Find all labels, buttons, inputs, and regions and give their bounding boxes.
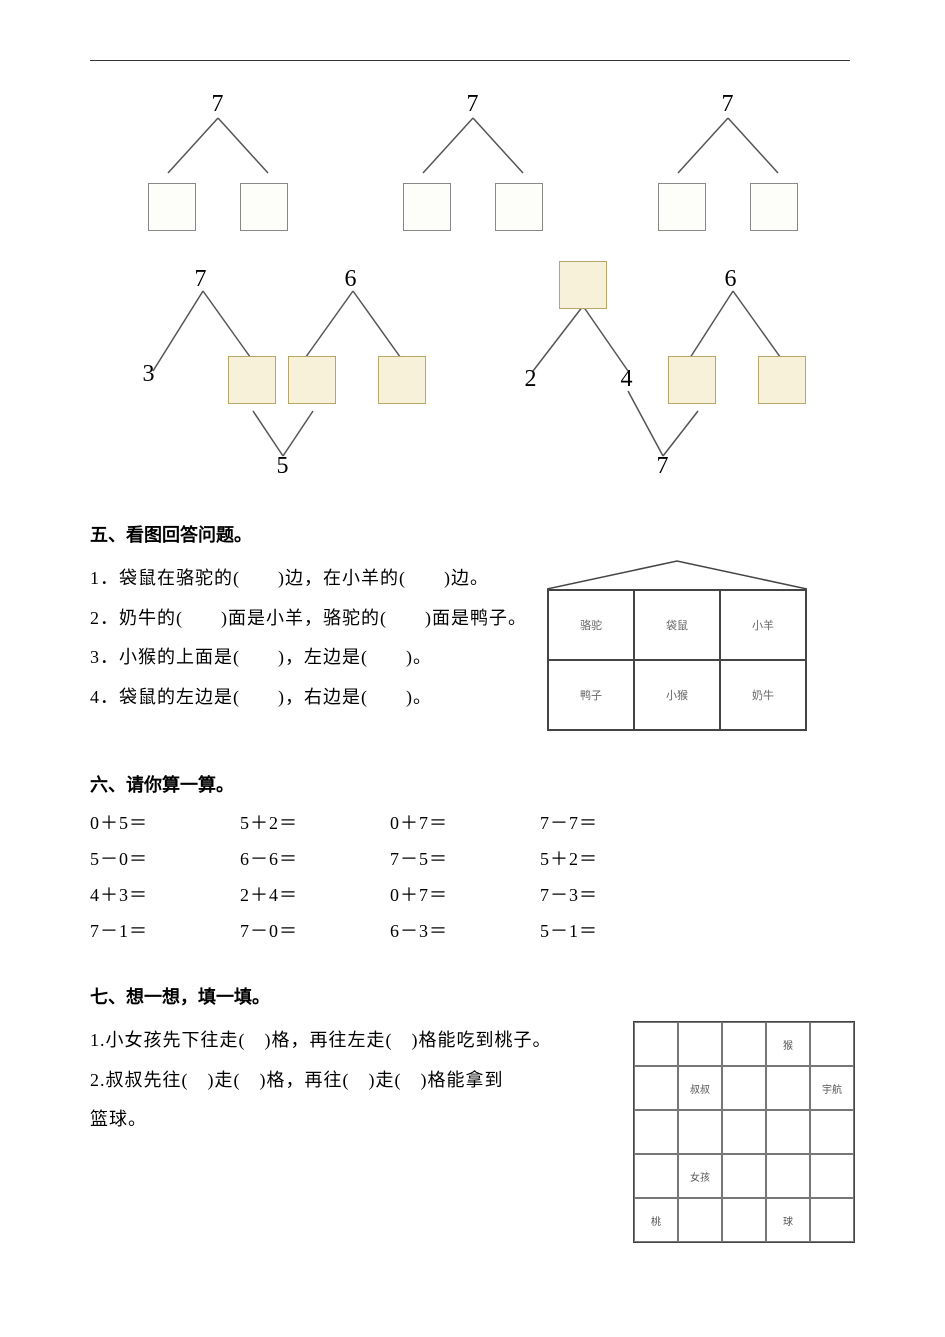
top-rule: [90, 60, 850, 61]
double-trees-row: 7 6 3 5 6 2 4 7: [90, 261, 855, 481]
trees-row-1: 7 7 7: [90, 91, 855, 231]
branch-lines: [658, 113, 798, 183]
house-cell-cow: 奶牛: [720, 660, 806, 730]
q-line: 4．袋鼠的左边是( )，右边是( )。: [90, 678, 527, 718]
q-line: 篮球。: [90, 1100, 617, 1140]
grid-cell: [678, 1022, 722, 1066]
grid-cell: 猴: [766, 1022, 810, 1066]
answer-box[interactable]: [378, 356, 426, 404]
arith-cell: 6－3＝: [390, 917, 540, 943]
grid-cell: [634, 1154, 678, 1198]
tree: 7: [128, 91, 308, 231]
grid-cell: [810, 1198, 854, 1242]
grid-cell: [634, 1066, 678, 1110]
house-cell-kangaroo: 袋鼠: [634, 590, 720, 660]
grid-cell: [634, 1110, 678, 1154]
q-line: 1．袋鼠在骆驼的( )边，在小羊的( )边。: [90, 559, 527, 599]
answer-box[interactable]: [288, 356, 336, 404]
answer-box[interactable]: [750, 183, 798, 231]
tree: 7: [383, 91, 563, 231]
num: 6: [345, 266, 357, 293]
answer-box[interactable]: [495, 183, 543, 231]
grid-cell: 桃: [634, 1198, 678, 1242]
section5-heading: 五、看图回答问题。: [90, 521, 855, 547]
grid-cell: [678, 1110, 722, 1154]
grid-cell: 宇航: [810, 1066, 854, 1110]
grid-cell: [722, 1022, 766, 1066]
arith-cell: 7－7＝: [540, 809, 690, 835]
grid-cell: [678, 1198, 722, 1242]
branch-lines: [148, 113, 288, 183]
grid-cell: [634, 1022, 678, 1066]
tree: 7: [638, 91, 818, 231]
grid-cell: [722, 1154, 766, 1198]
grid-cell: [810, 1022, 854, 1066]
house-cell-camel: 骆驼: [548, 590, 634, 660]
arith-cell: 5－1＝: [540, 917, 690, 943]
house-cell-duck: 鸭子: [548, 660, 634, 730]
num: 7: [195, 266, 207, 293]
section7-wrap: 1.小女孩先下往走( )格，再往左走( )格能吃到桃子。 2.叔叔先往( )走(…: [90, 1021, 855, 1243]
house-roof: [547, 559, 807, 589]
arith-cell: 0＋7＝: [390, 881, 540, 907]
grid-cell: [722, 1066, 766, 1110]
arith-cell: 0＋7＝: [390, 809, 540, 835]
arith-cell: 2＋4＝: [240, 881, 390, 907]
grid-cell: [722, 1110, 766, 1154]
q-line: 3．小猴的上面是( )，左边是( )。: [90, 638, 527, 678]
section7-questions: 1.小女孩先下往走( )格，再往左走( )格能吃到桃子。 2.叔叔先往( )走(…: [90, 1021, 617, 1140]
q-line: 1.小女孩先下往走( )格，再往左走( )格能吃到桃子。: [90, 1021, 617, 1061]
grid-cell: 叔叔: [678, 1066, 722, 1110]
num: 2: [525, 366, 537, 393]
section7-heading: 七、想一想，填一填。: [90, 983, 855, 1009]
answer-box[interactable]: [668, 356, 716, 404]
grid-cell: [722, 1198, 766, 1242]
house-cell-monkey: 小猴: [634, 660, 720, 730]
double-tree: 7 6 3 5: [123, 261, 443, 481]
grid-cell: [766, 1110, 810, 1154]
answer-box[interactable]: [758, 356, 806, 404]
arith-cell: 5－0＝: [90, 845, 240, 871]
section7-grid: 猴叔叔 宇航女孩桃 球: [633, 1021, 855, 1243]
answer-box[interactable]: [148, 183, 196, 231]
arith-cell: 4＋3＝: [90, 881, 240, 907]
arith-cell: 7－5＝: [390, 845, 540, 871]
arith-cell: 6－6＝: [240, 845, 390, 871]
grid-cell: 女孩: [678, 1154, 722, 1198]
grid-cell: 球: [766, 1198, 810, 1242]
arith-cell: 5＋2＝: [540, 845, 690, 871]
grid-cell: [810, 1110, 854, 1154]
house-cell-sheep: 小羊: [720, 590, 806, 660]
answer-box[interactable]: [403, 183, 451, 231]
arith-cell: 7－3＝: [540, 881, 690, 907]
num: 7: [657, 453, 669, 480]
arith-grid: 0＋5＝ 5＋2＝ 0＋7＝ 7－7＝ 5－0＝ 6－6＝ 7－5＝ 5＋2＝ …: [90, 809, 855, 943]
answer-box[interactable]: [240, 183, 288, 231]
num: 5: [277, 453, 289, 480]
branch-lines: [403, 113, 543, 183]
arith-cell: 0＋5＝: [90, 809, 240, 835]
q-line: 2.叔叔先往( )走( )格，再往( )走( )格能拿到: [90, 1061, 617, 1101]
num: 3: [143, 361, 155, 388]
double-tree: 6 2 4 7: [503, 261, 823, 481]
grid-cell: [766, 1154, 810, 1198]
answer-box[interactable]: [658, 183, 706, 231]
arith-cell: 5＋2＝: [240, 809, 390, 835]
answer-box[interactable]: [559, 261, 607, 309]
grid-cell: [810, 1154, 854, 1198]
animal-house: 骆驼 袋鼠 小羊 鸭子 小猴 奶牛: [547, 559, 807, 731]
grid-cell: [766, 1066, 810, 1110]
arith-cell: 7－1＝: [90, 917, 240, 943]
section5-questions: 1．袋鼠在骆驼的( )边，在小羊的( )边。 2．奶牛的( )面是小羊，骆驼的(…: [90, 559, 527, 717]
num: 6: [725, 266, 737, 293]
section5-wrap: 1．袋鼠在骆驼的( )边，在小羊的( )边。 2．奶牛的( )面是小羊，骆驼的(…: [90, 559, 855, 731]
q-line: 2．奶牛的( )面是小羊，骆驼的( )面是鸭子。: [90, 599, 527, 639]
num: 4: [621, 366, 633, 393]
section6-heading: 六、请你算一算。: [90, 771, 855, 797]
answer-box[interactable]: [228, 356, 276, 404]
arith-cell: 7－0＝: [240, 917, 390, 943]
